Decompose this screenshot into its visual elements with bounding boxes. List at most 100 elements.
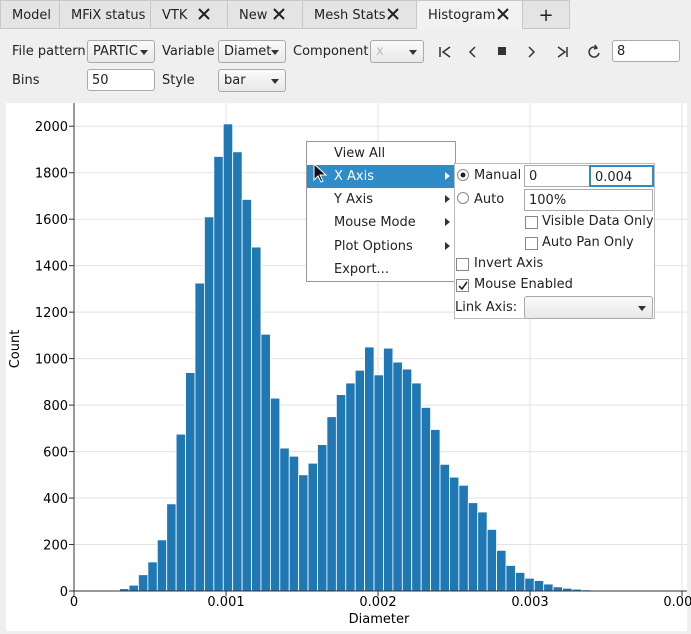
bar [214,156,223,591]
menu-item[interactable]: X Axis [307,165,455,188]
link-axis[interactable] [524,296,653,319]
x-tick-label: 0.001 [207,595,244,610]
bar [421,407,430,591]
bins-spinbox[interactable]: 50 [87,69,155,91]
max-input[interactable]: 0.004 [589,165,654,187]
bar [383,348,392,591]
bar [280,448,289,591]
y-tick-label: 600 [43,446,68,461]
label: Variable [162,44,215,59]
menu-item[interactable]: Export... [307,258,455,281]
bar [553,587,562,591]
auto-percent[interactable]: 100% [524,189,653,211]
frame-input[interactable]: 8 [612,40,680,62]
label: Component [293,44,368,59]
bar [534,581,543,591]
bar [487,529,496,591]
bar [544,584,553,591]
bar [261,334,270,591]
component: x [370,40,424,63]
x-axis-submenu: Manual 0 0.004 Auto 100% Visible Data On… [454,163,655,319]
bar [129,585,138,591]
bar [412,383,421,591]
checkbox-label: Invert Axis [474,256,543,271]
bar [478,512,487,591]
x-axis-label: Diameter [349,612,410,627]
close-icons [199,9,508,19]
label: Style [162,73,195,88]
bar [138,575,147,591]
menu-item[interactable]: Y Axis [307,188,455,211]
bar [318,445,327,591]
bar [355,370,364,591]
checkbox-checked[interactable] [456,279,469,292]
radio-label: Manual [474,168,521,183]
icons [440,45,599,57]
playback-controls[interactable] [430,40,610,64]
bar [336,395,345,591]
x-tick-label: 0.003 [511,595,548,610]
bar [374,375,383,591]
bar [270,398,279,591]
y-tick-label: 200 [43,539,68,554]
bar [525,578,534,591]
bar [204,217,213,591]
bar [176,434,185,591]
checkbox-label: Mouse Enabled [474,277,573,292]
mouse-cursor [312,163,328,185]
bar [242,199,251,591]
menu-item[interactable]: View All [307,142,455,165]
style[interactable]: bar [218,69,286,92]
bar [327,417,336,591]
menu-item[interactable]: Plot Options [307,235,455,258]
checkbox-label: Visible Data Only [542,214,654,229]
label: Bins [12,73,40,88]
bar [252,247,261,591]
bar [497,550,506,591]
check-icon [457,280,468,291]
bar [506,565,515,591]
radio-buttons[interactable] [455,164,475,204]
checkbox-label: Auto Pan Only [542,235,634,250]
bar [289,456,298,591]
variable[interactable]: Diamet [218,40,286,63]
bar [515,572,524,591]
bar [233,152,242,591]
bar [299,475,308,591]
y-tick-label: 2000 [35,120,68,135]
y-axis-label: Count [8,330,23,369]
bar [195,283,204,591]
bar [148,562,157,591]
checkbox[interactable] [456,258,469,271]
y-tick-label: 1000 [35,353,68,368]
x-tick-label: 0.004 [663,595,691,610]
label: Link Axis: [455,300,517,315]
x-tick-label: 0 [70,595,78,610]
bar [346,383,355,591]
y-tick-label: 400 [43,492,68,507]
y-tick-label: 1800 [35,167,68,182]
y-tick-label: 1400 [35,260,68,275]
submenu-arrows [443,142,453,262]
bar [308,463,317,591]
y-tick-label: 1200 [35,306,68,321]
label: File pattern [12,44,86,59]
bar [449,477,458,591]
y-tick-label: 1600 [35,213,68,228]
y-tick-label: 800 [43,399,68,414]
x-tick-label: 0.002 [359,595,396,610]
radio-label: Auto [474,192,504,207]
menu-item[interactable]: Mouse Mode [307,211,455,234]
bar [223,124,232,591]
context-menu: View All X Axis Y Axis Mouse Mode Plot O… [306,141,456,282]
bar [365,347,374,591]
bar [440,464,449,591]
min-input[interactable]: 0 [524,165,590,187]
bar [186,373,195,591]
checkbox[interactable] [525,216,538,229]
file-pattern[interactable]: PARTIC [87,40,155,63]
tab-close-icons [0,0,691,30]
bar [402,369,411,591]
checkbox[interactable] [525,237,538,250]
